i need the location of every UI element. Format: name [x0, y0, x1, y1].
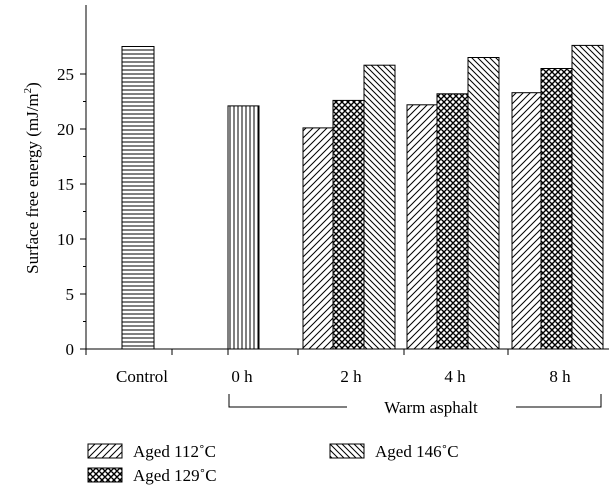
y-axis: 0 5 10 15 20 25	[57, 5, 87, 359]
bar	[406, 104, 439, 350]
legend: Aged 112˚C Aged 129˚C Aged 146˚C	[87, 442, 459, 485]
bar	[571, 44, 604, 350]
y-tick-label: 5	[66, 285, 75, 304]
bar	[332, 99, 365, 350]
x-tick-label: Control	[116, 367, 168, 386]
y-axis-title: Surface free energy (mJ/m2)	[22, 82, 42, 274]
legend-label: Aged 112˚C	[133, 442, 216, 461]
y-tick-label: 10	[57, 230, 74, 249]
bar	[436, 93, 469, 350]
bar	[511, 92, 544, 350]
bar	[363, 64, 396, 350]
bar	[227, 105, 260, 350]
bar	[121, 46, 155, 350]
y-tick-label: 20	[57, 120, 74, 139]
bar	[540, 68, 573, 350]
x-tick-label: 0 h	[231, 367, 253, 386]
legend-label: Aged 146˚C	[375, 442, 459, 461]
warm-asphalt-label: Warm asphalt	[384, 398, 478, 417]
legend-swatch	[87, 467, 123, 483]
legend-label: Aged 129˚C	[133, 466, 217, 485]
x-axis: Control 0 h 2 h 4 h 8 h	[85, 348, 609, 386]
y-tick-label: 15	[57, 175, 74, 194]
y-tick-label: 0	[66, 340, 75, 359]
y-tick-label: 25	[57, 65, 74, 84]
bars	[121, 44, 604, 350]
x-tick-label: 4 h	[444, 367, 466, 386]
x-tick-label: 8 h	[549, 367, 571, 386]
legend-swatch	[87, 443, 123, 459]
bar	[302, 127, 335, 350]
warm-asphalt-bracket: Warm asphalt	[228, 394, 602, 417]
x-tick-label: 2 h	[340, 367, 362, 386]
legend-swatch	[329, 443, 365, 459]
bar	[467, 57, 500, 350]
